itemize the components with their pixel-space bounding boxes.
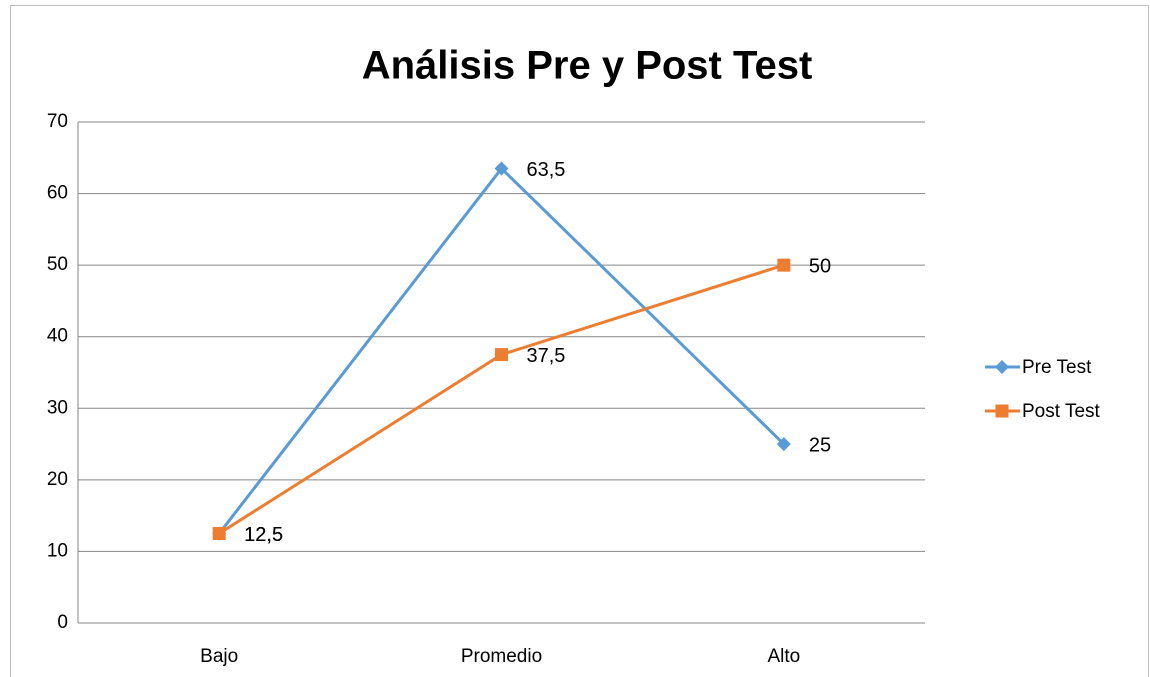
- y-tick-label: 70: [47, 111, 68, 132]
- data-label: 12,5: [244, 524, 283, 546]
- data-point: [494, 161, 509, 176]
- y-tick-label: 20: [47, 469, 68, 490]
- y-tick-label: 30: [47, 397, 68, 418]
- x-tick-label: Bajo: [200, 646, 238, 667]
- data-point: [495, 348, 508, 362]
- data-label: 12,5: [244, 524, 283, 546]
- y-tick-label: 40: [47, 326, 68, 347]
- x-tick-label: Promedio: [461, 646, 542, 667]
- y-tick-label: 0: [57, 612, 68, 633]
- y-tick-label: 10: [47, 540, 68, 561]
- legend-marker: [995, 404, 1009, 418]
- legend-label: Pre Test: [1022, 357, 1092, 378]
- data-label: 25: [809, 434, 831, 456]
- series-line: [218, 263, 785, 535]
- data-label: 63,5: [527, 159, 566, 181]
- chart-title: Análisis Pre y Post Test: [362, 44, 813, 88]
- legend-marker: [995, 360, 1009, 374]
- data-point: [212, 527, 226, 541]
- y-tick-label: 50: [47, 254, 68, 275]
- y-tick-label: 60: [47, 183, 68, 204]
- legend-label: Post Test: [1022, 401, 1101, 422]
- x-tick-label: Alto: [767, 646, 800, 667]
- data-label: 37,5: [527, 345, 566, 367]
- data-label: 50: [809, 255, 831, 277]
- data-point: [776, 437, 791, 452]
- chart-border: [10, 5, 1149, 677]
- data-point: [777, 258, 791, 272]
